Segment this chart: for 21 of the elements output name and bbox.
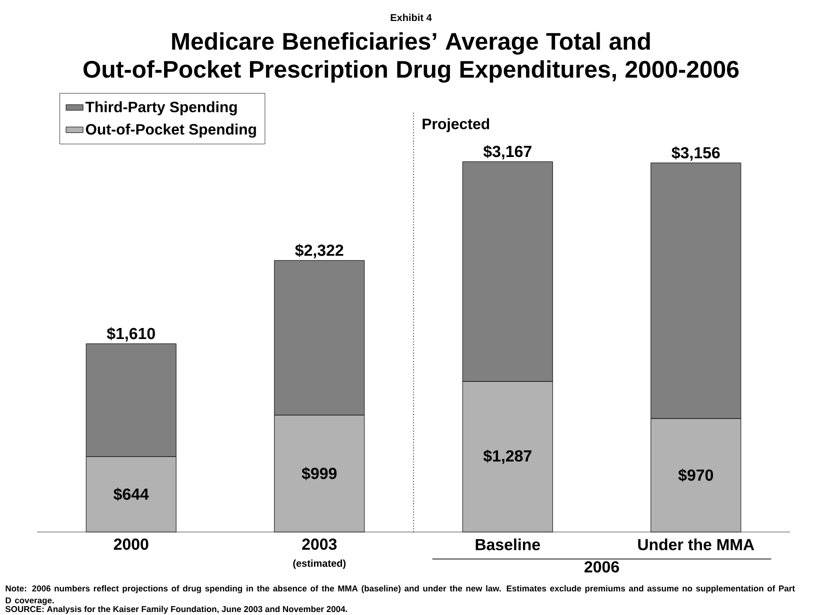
x-tick-label: Baseline <box>476 538 540 550</box>
text: 2006 <box>584 561 619 573</box>
data-label: $999 <box>302 467 337 480</box>
total-label: $3,156 <box>672 146 720 161</box>
source-note: SOURCE: Analysis for the Kaiser Family Foundation, June 2003 and November 2004. <box>5 606 348 614</box>
chart-title: Medicare Beneficiaries’ Average Total and Out-of-Pocket Prescription Drug Expenditures, 2000-2006 <box>84 32 739 83</box>
text: Note: 2006 numbers reflect projections of drug spending in the absence of the MMA (baseline) and under the new law. Estimates exclude premiums and assume no supplementation of Part D coverage. <box>6 585 795 606</box>
data-label: $970 <box>678 468 714 482</box>
x-tick-label: Under the MMA <box>638 538 754 550</box>
data-label: $644 <box>114 488 149 501</box>
total-label: $3,167 <box>483 145 532 160</box>
legend-label: Out-of-Pocket Spending <box>86 124 256 138</box>
text: Exhibit 4 <box>390 14 432 22</box>
legend-label: Third-Party Spending <box>85 101 237 116</box>
total-label: $1,610 <box>106 327 155 342</box>
text: Projected <box>422 118 490 132</box>
data-label: $1,287 <box>483 450 532 464</box>
text: (estimated) <box>293 560 346 569</box>
total-label: $2,322 <box>295 244 344 258</box>
x-tick-label: 2003 <box>302 538 337 550</box>
x-tick-label: 2000 <box>114 538 148 550</box>
